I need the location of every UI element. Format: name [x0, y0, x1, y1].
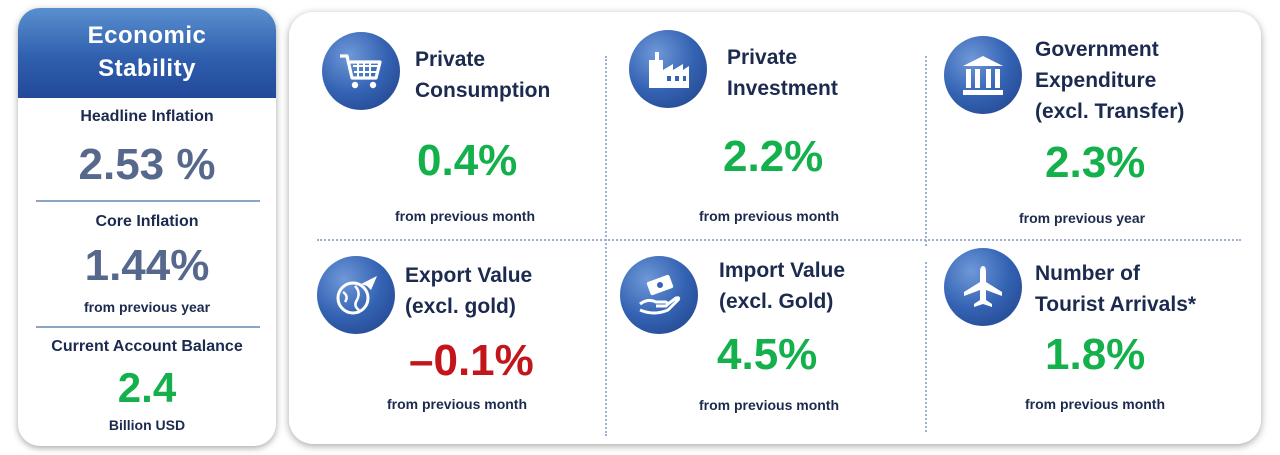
- tourist-arrivals-title: Number of Tourist Arrivals*: [1035, 262, 1197, 316]
- private-investment-value: 2.2%: [723, 132, 824, 181]
- header-line-1: Economic: [87, 22, 207, 49]
- tourist-arrivals-sub: from previous month: [1025, 396, 1166, 412]
- headline-inflation-value: 2.53 %: [78, 140, 216, 189]
- current-account-sub: Billion USD: [108, 417, 186, 433]
- core-inflation-value: 1.44%: [84, 241, 210, 290]
- private-consumption-sub: from previous month: [395, 208, 536, 224]
- import-value-sub: from previous month: [699, 397, 840, 413]
- export-value-value: –0.1%: [409, 336, 534, 385]
- private-consumption-title: Private Consumption: [415, 48, 551, 102]
- core-inflation-label: Core Inflation: [95, 213, 199, 230]
- header-line-2: Stability: [98, 55, 196, 82]
- divider: [36, 200, 260, 202]
- column-divider: [925, 262, 927, 432]
- export-value-sub: from previous month: [387, 396, 528, 412]
- headline-inflation-label: Headline Inflation: [80, 108, 214, 125]
- globe-plane-icon: [317, 256, 395, 334]
- column-divider: [605, 56, 607, 436]
- factory-icon: [629, 30, 707, 108]
- government-expenditure-value: 2.3%: [1045, 138, 1146, 187]
- row-divider: [317, 239, 1241, 241]
- private-investment-sub: from previous month: [699, 208, 840, 224]
- column-divider: [925, 56, 927, 246]
- tourist-arrivals-value: 1.8%: [1045, 330, 1146, 379]
- airplane-icon: [944, 248, 1022, 326]
- import-value-value: 4.5%: [717, 330, 818, 379]
- money-hand-icon: [620, 256, 698, 334]
- government-expenditure-title: Government Expenditure (excl. Transfer): [1035, 38, 1185, 123]
- import-value-title: Import Value (excl. Gold): [719, 259, 846, 313]
- economic-stability-panel: Economic Stability Headline Inflation 2.…: [18, 8, 276, 446]
- indicators-panel: Private Consumption 0.4% from previous m…: [289, 12, 1261, 444]
- shopping-cart-icon: [322, 32, 400, 110]
- export-value-title: Export Value (excl. gold): [405, 264, 533, 318]
- government-building-icon: [944, 36, 1022, 114]
- private-consumption-value: 0.4%: [417, 136, 518, 185]
- economic-stability-header: Economic Stability: [18, 8, 276, 98]
- core-inflation-sub: from previous year: [83, 299, 211, 315]
- divider: [36, 326, 260, 328]
- private-investment-title: Private Investment: [727, 46, 838, 100]
- government-expenditure-sub: from previous year: [1019, 210, 1146, 226]
- current-account-label: Current Account Balance: [51, 338, 243, 355]
- current-account-value: 2.4: [117, 364, 177, 411]
